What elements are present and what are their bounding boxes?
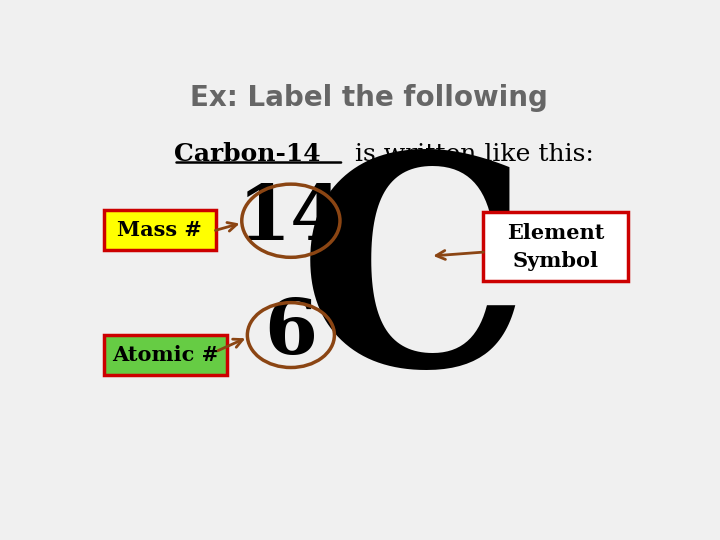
Text: Mass #: Mass # <box>117 220 202 240</box>
FancyBboxPatch shape <box>483 212 629 281</box>
Text: C: C <box>297 144 530 427</box>
Text: Element
Symbol: Element Symbol <box>508 223 605 271</box>
Text: 14: 14 <box>238 181 344 255</box>
FancyBboxPatch shape <box>104 210 215 250</box>
FancyBboxPatch shape <box>79 57 660 489</box>
Text: Ex: Label the following: Ex: Label the following <box>190 84 548 112</box>
Text: is written like this:: is written like this: <box>347 143 593 166</box>
Text: Atomic #: Atomic # <box>112 345 219 365</box>
FancyBboxPatch shape <box>104 335 227 375</box>
Text: Carbon-14: Carbon-14 <box>174 142 320 166</box>
Text: 6: 6 <box>264 296 318 370</box>
